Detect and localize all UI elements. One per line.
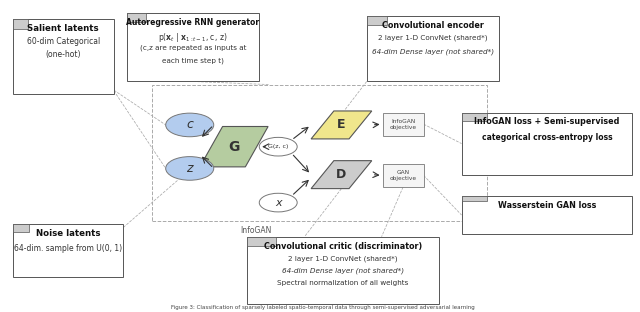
FancyBboxPatch shape	[461, 113, 632, 175]
Text: Salient latents: Salient latents	[28, 24, 99, 33]
Text: 2 layer 1-D ConvNet (shared*): 2 layer 1-D ConvNet (shared*)	[288, 256, 398, 262]
Circle shape	[166, 113, 214, 137]
Text: E: E	[337, 119, 346, 131]
Text: InfoGAN loss + Semi-supervised: InfoGAN loss + Semi-supervised	[474, 118, 620, 126]
Text: Wasserstein GAN loss: Wasserstein GAN loss	[498, 201, 596, 210]
Circle shape	[166, 157, 214, 180]
Text: InfoGAN: InfoGAN	[241, 226, 272, 235]
Text: InfoGAN
objective: InfoGAN objective	[390, 119, 417, 129]
Text: x: x	[275, 197, 282, 207]
Polygon shape	[127, 13, 147, 22]
Text: categorical cross-entropy loss: categorical cross-entropy loss	[481, 133, 612, 142]
Text: D: D	[336, 168, 346, 181]
Text: 64-dim Dense layer (not shared*): 64-dim Dense layer (not shared*)	[282, 267, 404, 274]
Polygon shape	[367, 16, 387, 25]
Polygon shape	[13, 224, 29, 232]
FancyBboxPatch shape	[13, 224, 124, 277]
FancyBboxPatch shape	[383, 164, 424, 187]
Text: Spectral normalization of all weights: Spectral normalization of all weights	[277, 280, 409, 285]
Text: G(z, c): G(z, c)	[268, 144, 289, 149]
Text: c: c	[186, 119, 193, 131]
Text: each time step t): each time step t)	[162, 57, 224, 64]
Text: Autoregressive RNN generator: Autoregressive RNN generator	[126, 18, 259, 27]
FancyBboxPatch shape	[127, 13, 259, 81]
Polygon shape	[311, 161, 372, 189]
Circle shape	[259, 193, 297, 212]
Text: 2 layer 1-D ConvNet (shared*): 2 layer 1-D ConvNet (shared*)	[378, 35, 488, 41]
Text: Convolutional critic (discriminator): Convolutional critic (discriminator)	[264, 242, 422, 251]
FancyBboxPatch shape	[13, 19, 114, 94]
FancyBboxPatch shape	[461, 196, 632, 234]
Circle shape	[259, 137, 297, 156]
Text: p($\mathbf{x}_t$ | $\mathbf{x}_{1:t-1}$, c, z): p($\mathbf{x}_t$ | $\mathbf{x}_{1:t-1}$,…	[158, 31, 228, 44]
Text: 64-dim Dense layer (not shared*): 64-dim Dense layer (not shared*)	[372, 48, 494, 55]
Text: (one-hot): (one-hot)	[45, 51, 81, 59]
Text: Convolutional encoder: Convolutional encoder	[382, 21, 484, 30]
Text: 60-dim Categorical: 60-dim Categorical	[27, 37, 100, 46]
FancyBboxPatch shape	[246, 237, 440, 304]
Text: Noise latents: Noise latents	[36, 229, 100, 238]
Polygon shape	[461, 113, 487, 121]
Text: Figure 3: Classification of sparsely labeled spatio-temporal data through semi-s: Figure 3: Classification of sparsely lab…	[171, 305, 474, 310]
Text: 64-dim. sample from U(0, 1): 64-dim. sample from U(0, 1)	[14, 244, 122, 253]
FancyBboxPatch shape	[367, 16, 499, 81]
FancyBboxPatch shape	[383, 113, 424, 136]
Polygon shape	[246, 237, 276, 246]
Text: G: G	[228, 140, 239, 154]
Polygon shape	[200, 126, 268, 167]
Text: (c,z are repeated as inputs at: (c,z are repeated as inputs at	[140, 44, 246, 51]
Text: GAN
objective: GAN objective	[390, 170, 417, 181]
Polygon shape	[461, 196, 487, 202]
Text: z: z	[186, 162, 193, 175]
Polygon shape	[311, 111, 372, 139]
Polygon shape	[13, 19, 28, 30]
